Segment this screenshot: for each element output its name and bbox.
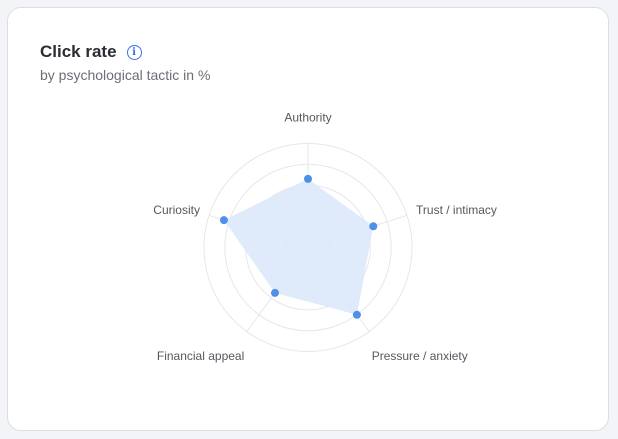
data-point [304,174,312,183]
card-subtitle: by psychological tactic in % [40,67,211,83]
data-area [223,178,374,315]
axis-label: Financial appeal [157,349,244,363]
axis-label: Trust / intimacy [416,203,497,217]
axis-label: Curiosity [153,203,200,217]
axis-label: Authority [284,111,331,125]
data-point [369,222,378,231]
data-point [270,288,279,297]
axis-label: Pressure / anxiety [372,349,468,363]
card-title: Click rate i [40,42,142,62]
data-point [219,216,228,225]
title-text: Click rate [40,42,117,61]
data-point [352,310,361,319]
info-icon[interactable]: i [126,44,142,60]
